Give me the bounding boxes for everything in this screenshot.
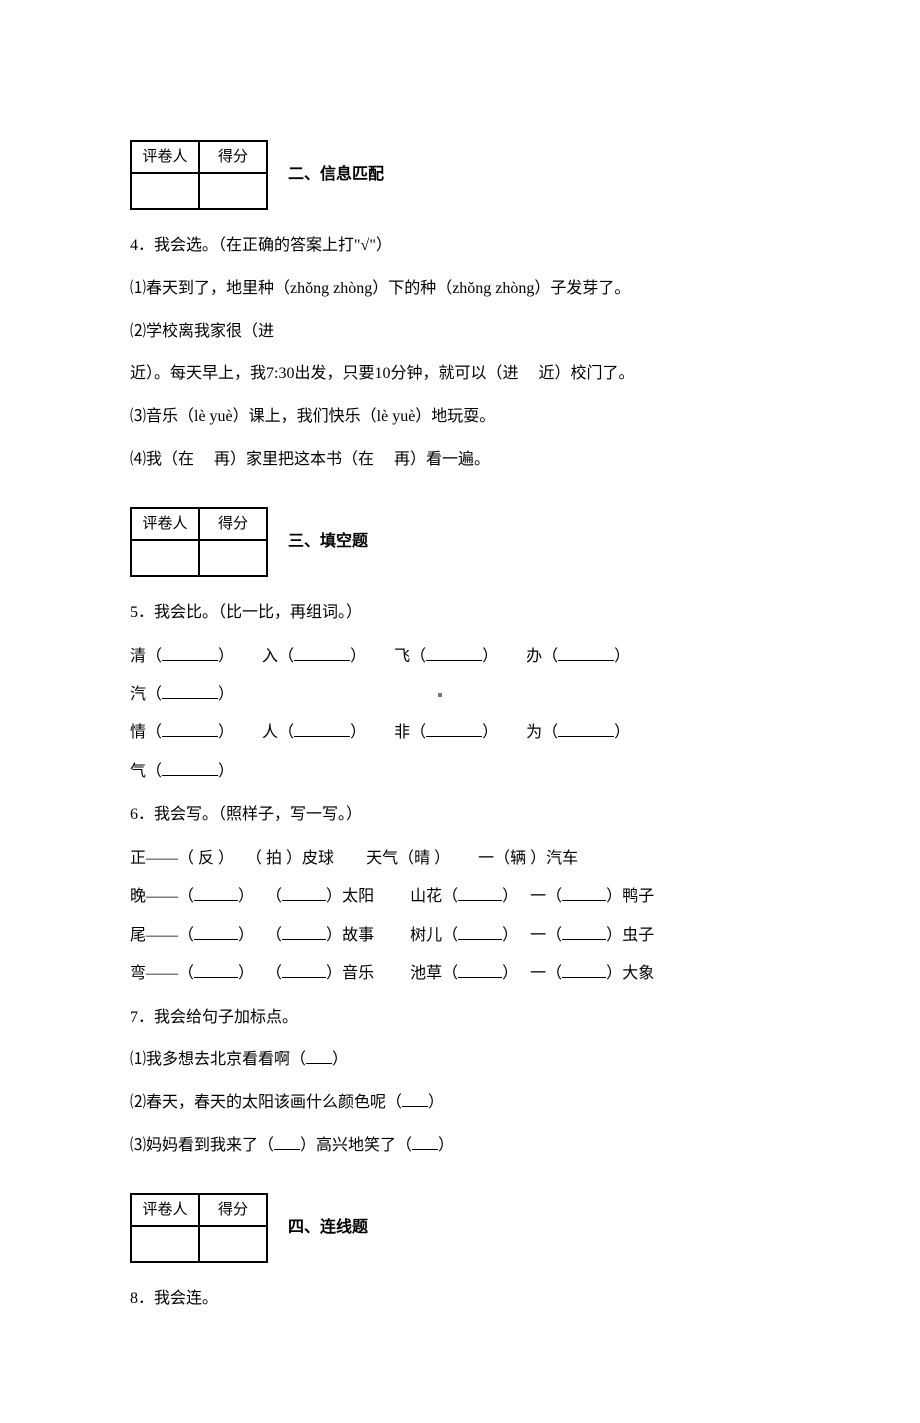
- blank: [458, 923, 502, 940]
- q7-title: 我会给句子加标点。: [154, 1009, 298, 1026]
- q6-example: 正——（ 反 ） （ 拍 ）皮球 天气（晴 ） 一（辆 ）汽车: [130, 840, 790, 878]
- score-header: 得分: [199, 141, 267, 173]
- blank: [562, 884, 606, 901]
- blank: [194, 961, 238, 978]
- score-table-s2: 评卷人 得分: [130, 140, 268, 210]
- q6-num: 6．: [130, 806, 154, 823]
- score-header: 得分: [199, 508, 267, 540]
- q4-line4: ⑷我（在 再）家里把这本书（在 再）看一遍。: [130, 442, 790, 479]
- blank: [162, 644, 218, 661]
- blank: [562, 923, 606, 940]
- blank: [274, 1133, 300, 1150]
- section4-title: 四、连线题: [288, 1215, 368, 1241]
- blank: [458, 961, 502, 978]
- blank: [562, 961, 606, 978]
- q6-title: 我会写。（照样子，写一写。）: [154, 806, 362, 823]
- blank: [294, 644, 350, 661]
- dot-icon: [438, 693, 442, 697]
- grader-cell: [131, 540, 199, 576]
- blank: [306, 1047, 332, 1064]
- score-header: 得分: [199, 1194, 267, 1226]
- q4-line1: ⑴春天到了，地里种（zhǒng zhòng）下的种（zhǒng zhòng）子发…: [130, 271, 790, 308]
- q6-row2: 尾——（） （）故事 树儿（） 一（）虫子: [130, 917, 790, 955]
- blank: [194, 923, 238, 940]
- blank: [194, 884, 238, 901]
- blank: [162, 759, 218, 776]
- score-table-s4: 评卷人 得分: [130, 1193, 268, 1263]
- q5-row1: 清（） 入（） 飞（） 办（）: [130, 638, 790, 676]
- score-cell: [199, 1226, 267, 1262]
- section2-title: 二、信息匹配: [288, 162, 384, 188]
- q5-row3: 情（） 人（） 非（） 为（）: [130, 714, 790, 752]
- q8-title: 我会连。: [154, 1290, 218, 1307]
- grader-header: 评卷人: [131, 508, 199, 540]
- blank: [294, 720, 350, 737]
- q5-num: 5．: [130, 604, 154, 621]
- q4-line3: ⑶音乐（lè yuè）课上，我们快乐（lè yuè）地玩耍。: [130, 399, 790, 436]
- blank: [282, 923, 326, 940]
- blank: [412, 1133, 438, 1150]
- blank: [162, 720, 218, 737]
- blank: [402, 1090, 428, 1107]
- score-table-s3: 评卷人 得分: [130, 507, 268, 577]
- q5-row4: 气（）: [130, 753, 790, 791]
- q8-num: 8．: [130, 1290, 154, 1307]
- q4-line2a: ⑵学校离我家很（进: [130, 314, 790, 351]
- q4-num: 4．: [130, 237, 154, 254]
- grader-cell: [131, 173, 199, 209]
- q7-line2: ⑵春天，春天的太阳该画什么颜色呢（）: [130, 1085, 790, 1122]
- q5-title: 我会比。（比一比，再组词。）: [154, 604, 362, 621]
- q7-line1: ⑴我多想去北京看看啊（）: [130, 1042, 790, 1079]
- grader-header: 评卷人: [131, 1194, 199, 1226]
- blank: [558, 720, 614, 737]
- blank: [558, 644, 614, 661]
- q6-row3: 弯——（） （）音乐 池草（） 一（）大象: [130, 955, 790, 993]
- score-cell: [199, 540, 267, 576]
- q4-line2b: 近）。每天早上，我7:30出发，只要10分钟，就可以（进 近）校门了。: [130, 356, 790, 393]
- blank: [282, 884, 326, 901]
- grader-header: 评卷人: [131, 141, 199, 173]
- grader-cell: [131, 1226, 199, 1262]
- blank: [426, 720, 482, 737]
- q7-line3: ⑶妈妈看到我来了（）高兴地笑了（）: [130, 1128, 790, 1165]
- score-cell: [199, 173, 267, 209]
- section3-title: 三、填空题: [288, 529, 368, 555]
- blank: [282, 961, 326, 978]
- q6-row1: 晚——（） （）太阳 山花（） 一（）鸭子: [130, 878, 790, 916]
- blank: [458, 884, 502, 901]
- q4-title: 我会选。（在正确的答案上打"√"）: [154, 237, 392, 254]
- blank: [426, 644, 482, 661]
- q5-row2: 汽（）: [130, 676, 790, 714]
- q7-num: 7．: [130, 1009, 154, 1026]
- blank: [162, 682, 218, 699]
